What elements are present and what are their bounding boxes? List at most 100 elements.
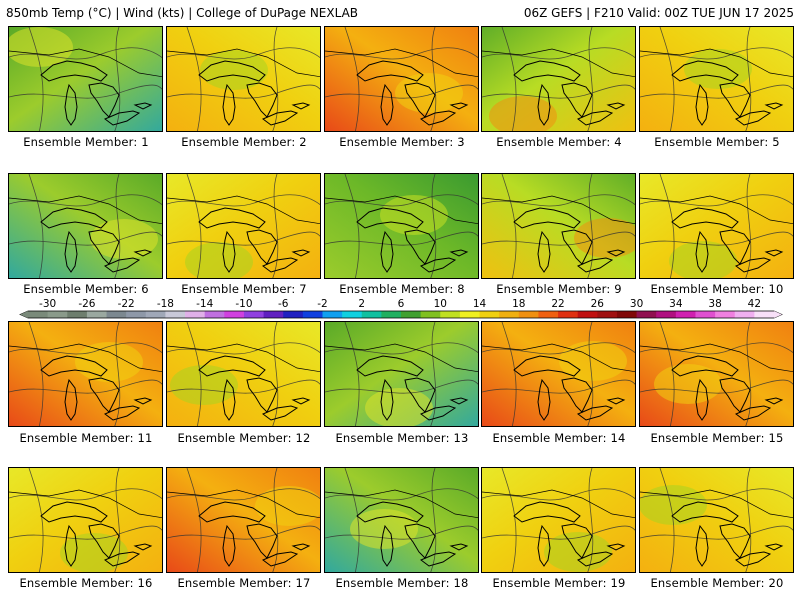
colorbar-swatch xyxy=(459,311,480,318)
ensemble-member-label: Ensemble Member: 17 xyxy=(177,576,311,590)
ensemble-map-panel xyxy=(8,321,163,427)
ensemble-map-panel xyxy=(324,321,479,427)
colorbar-tick-label: 34 xyxy=(669,298,683,310)
colorbar-swatch xyxy=(381,311,402,318)
temperature-field-map xyxy=(167,27,320,131)
ensemble-member-label: Ensemble Member: 2 xyxy=(181,135,307,149)
ensemble-map-panel xyxy=(324,173,479,279)
temperature-field-map xyxy=(325,174,478,278)
ensemble-member-label: Ensemble Member: 9 xyxy=(496,282,622,296)
ensemble-member-label: Ensemble Member: 13 xyxy=(335,431,469,445)
colorbar-swatch xyxy=(204,311,225,318)
ensemble-map-panel xyxy=(481,26,636,132)
ensemble-map-panel xyxy=(8,26,163,132)
ensemble-member-label: Ensemble Member: 5 xyxy=(654,135,780,149)
temperature-field-map xyxy=(167,174,320,278)
colorbar-swatch xyxy=(86,311,107,318)
colorbar-swatch xyxy=(616,311,637,318)
ensemble-member-label: Ensemble Member: 19 xyxy=(492,576,626,590)
ensemble-member-label: Ensemble Member: 11 xyxy=(19,431,153,445)
temperature-field-map xyxy=(9,174,162,278)
colorbar-swatch xyxy=(145,311,166,318)
temperature-field-map xyxy=(9,27,162,131)
ensemble-member-label: Ensemble Member: 3 xyxy=(339,135,465,149)
ensemble-map-panel xyxy=(481,467,636,573)
colorbar-swatch xyxy=(675,311,696,318)
temperature-field-map xyxy=(640,27,793,131)
ensemble-map-panel xyxy=(8,467,163,573)
colorbar-swatch xyxy=(106,311,127,318)
colorbar-swatch xyxy=(597,311,618,318)
colorbar-tick-label: -22 xyxy=(118,298,135,310)
colorbar-tick-label: -2 xyxy=(317,298,327,310)
ensemble-map-panel xyxy=(166,26,321,132)
ensemble-member-label: Ensemble Member: 7 xyxy=(181,282,307,296)
colorbar-swatch xyxy=(401,311,422,318)
temperature-field-map xyxy=(167,468,320,572)
colorbar-tick-label: 42 xyxy=(748,298,761,310)
colorbar-tick-label: 30 xyxy=(630,298,643,310)
colorbar-swatch xyxy=(165,311,186,318)
colorbar-swatch xyxy=(754,311,775,318)
ensemble-member-label: Ensemble Member: 12 xyxy=(177,431,311,445)
temperature-field-map xyxy=(640,468,793,572)
colorbar-swatch xyxy=(479,311,500,318)
ensemble-member-label: Ensemble Member: 16 xyxy=(19,576,153,590)
colorbar-tick-label: 26 xyxy=(591,298,605,310)
temperature-field-map xyxy=(482,174,635,278)
temperature-field-map xyxy=(482,322,635,426)
colorbar-tick-label: -6 xyxy=(278,298,289,310)
colorbar-swatch xyxy=(558,311,579,318)
temperature-field-map xyxy=(325,322,478,426)
colorbar-tick-label: -18 xyxy=(157,298,174,310)
ensemble-map-panel xyxy=(166,173,321,279)
temperature-field-map xyxy=(325,27,478,131)
colorbar-swatch xyxy=(420,311,441,318)
title-left: 850mb Temp (°C) | Wind (kts) | College o… xyxy=(6,6,359,20)
ensemble-member-label: Ensemble Member: 18 xyxy=(335,576,469,590)
colorbar-swatch xyxy=(636,311,657,318)
colorbar-tick-label: 22 xyxy=(551,298,564,310)
colorbar-swatch xyxy=(283,311,304,318)
colorbar-swatch xyxy=(28,311,49,318)
ensemble-member-label: Ensemble Member: 20 xyxy=(650,576,784,590)
temperature-field-map xyxy=(482,27,635,131)
colorbar-tick-label: 38 xyxy=(708,298,721,310)
colorbar-swatch xyxy=(715,311,736,318)
ensemble-member-label: Ensemble Member: 1 xyxy=(23,135,149,149)
colorbar-tick-label: -14 xyxy=(196,298,213,310)
colorbar-swatch xyxy=(47,311,68,318)
colorbar-swatch xyxy=(518,311,539,318)
temperature-field-map xyxy=(325,468,478,572)
ensemble-map-panel xyxy=(166,321,321,427)
colorbar-swatch xyxy=(224,311,245,318)
ensemble-member-label: Ensemble Member: 6 xyxy=(23,282,149,296)
ensemble-member-label: Ensemble Member: 10 xyxy=(650,282,784,296)
colorbar-tick-label: -26 xyxy=(78,298,95,310)
ensemble-member-label: Ensemble Member: 15 xyxy=(650,431,784,445)
ensemble-member-label: Ensemble Member: 14 xyxy=(492,431,626,445)
temperature-colorbar: -30 -26 -22 -18 -14 -10 -6 -2 2 6 10 14 18 22 26 30 34 38… xyxy=(19,298,783,319)
colorbar-swatch xyxy=(243,311,264,318)
colorbar-tick-label: -30 xyxy=(39,298,56,310)
ensemble-map-panel xyxy=(166,467,321,573)
ensemble-map-panel xyxy=(8,173,163,279)
colorbar-swatch xyxy=(440,311,461,318)
colorbar-swatch xyxy=(126,311,147,318)
colorbar-swatch xyxy=(302,311,323,318)
colorbar-swatch xyxy=(263,311,284,318)
colorbar-high-arrow xyxy=(774,311,782,318)
temperature-field-map xyxy=(640,174,793,278)
colorbar-swatch xyxy=(695,311,716,318)
title-right: 06Z GEFS | F210 Valid: 00Z TUE JUN 17 20… xyxy=(523,6,794,20)
colorbar-tick-label: 18 xyxy=(512,298,525,310)
ensemble-map-panel xyxy=(481,321,636,427)
ensemble-map-panel xyxy=(639,321,794,427)
header: 850mb Temp (°C) | Wind (kts) | College o… xyxy=(0,0,800,22)
colorbar-swatch xyxy=(185,311,206,318)
temperature-field-map xyxy=(640,322,793,426)
temperature-field-map xyxy=(9,468,162,572)
colorbar-swatch xyxy=(361,311,382,318)
colorbar-low-arrow xyxy=(20,311,28,318)
ensemble-map-panel xyxy=(324,467,479,573)
